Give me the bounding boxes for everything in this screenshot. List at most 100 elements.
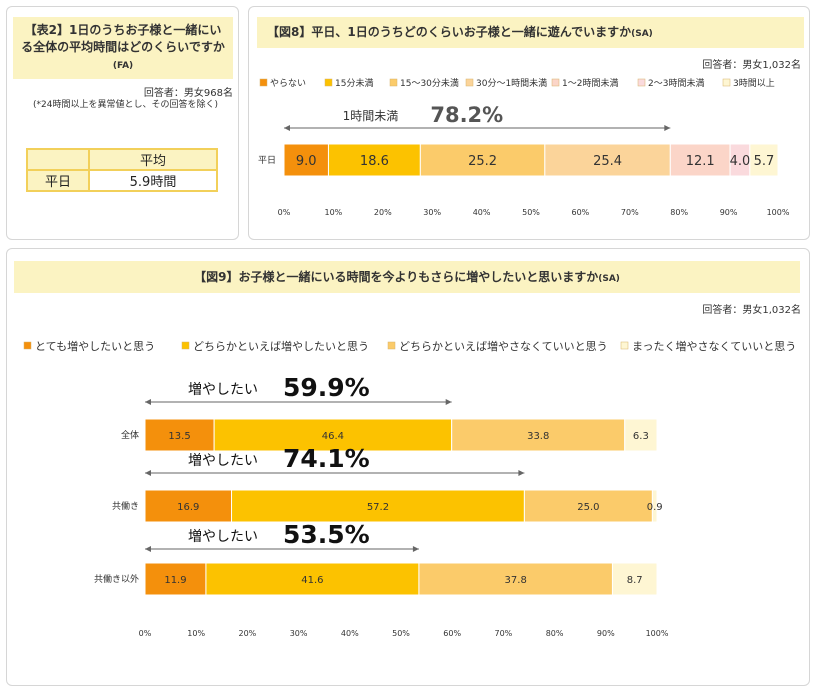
fig9-data-label: 41.6 [301, 575, 323, 586]
fig8-title: 【図8】平日、1日のうちどのくらいお子様と一緒に遊んでいますか(SA) [257, 17, 804, 48]
fig8-title-text: 【図8】平日、1日のうちどのくらいお子様と一緒に遊んでいますか [267, 25, 632, 39]
fig8-bar-segment [419, 143, 546, 177]
fig8-data-label: 5.7 [754, 154, 775, 169]
fig9-data-label: 13.5 [168, 431, 190, 442]
fig9-legend-label: まったく増やさなくていいと思う [632, 340, 796, 353]
fig9-tick-label: 40% [341, 629, 359, 638]
table2-footnote: (*24時間以上を異常値とし、その回答を除く) [33, 100, 218, 110]
fig9-legend-swatch [181, 341, 190, 350]
fig9-legend-label: とても増やしたいと思う [35, 340, 155, 353]
fig9-callout-label: 増やしたい [188, 382, 258, 398]
table2-respondents: 回答者：男女968名 [143, 88, 233, 99]
fig9-tick-label: 0% [139, 629, 152, 638]
fig9-tick-label: 30% [290, 629, 308, 638]
fig9-chart: とても増やしたいと思う どちらかといえば増やしたいと思う どちらかといえば増やさなく… [23, 340, 796, 638]
fig9-tick-label: 60% [443, 629, 461, 638]
fig8-legend-swatch [465, 78, 474, 87]
fig9-data-label: 25.0 [577, 502, 599, 513]
fig8-legend-label: やらない [270, 78, 306, 89]
fig9-bar-segment [624, 418, 658, 452]
fig9-callout-label: 増やしたい [188, 453, 258, 469]
fig9-tick-label: 70% [495, 629, 513, 638]
table2-value: 5.9時間 [88, 169, 218, 192]
fig9-title-text: 【図9】お子様と一緒にいる時間を今よりもさらに増やしたいと思いますか [194, 270, 599, 284]
fig9-panel [6, 248, 810, 686]
fig9-tick-label: 20% [239, 629, 257, 638]
fig8-tick-label: 30% [423, 208, 441, 217]
fig9-data-label: 6.3 [633, 431, 649, 442]
fig8-respondents: 回答者：男女1,032名 [702, 60, 801, 71]
fig9-tick-label: 90% [597, 629, 615, 638]
fig8-tick-label: 90% [720, 208, 738, 217]
fig9-data-label: 8.7 [627, 575, 643, 586]
fig8-callout-arrow-head-left [284, 125, 290, 131]
fig8-tick-label: 10% [325, 208, 343, 217]
fig8-title-suffix: (SA) [631, 29, 653, 39]
fig8-tick-label: 100% [767, 208, 790, 217]
fig9-callout-value: 59.9% [283, 373, 370, 402]
table2-average-table: 平均 平日 5.9時間 [26, 148, 218, 192]
fig8-callout-label: 1時間未満 [343, 109, 399, 123]
fig9-callout-value: 53.5% [283, 520, 370, 549]
fig9-tick-label: 100% [646, 629, 669, 638]
fig8-data-label: 25.2 [468, 154, 497, 169]
fig8-tick-label: 80% [670, 208, 688, 217]
fig8-tick-label: 50% [522, 208, 540, 217]
fig8-data-label: 4.0 [730, 154, 751, 169]
table2-row-label: 平日 [26, 169, 90, 192]
fig8-callout-arrow-head-right [664, 125, 671, 131]
fig8-legend-swatch [637, 78, 646, 87]
fig8-category-label: 平日 [258, 155, 276, 166]
fig8-legend-label: 15～30分未満 [400, 77, 459, 89]
fig9-title: 【図9】お子様と一緒にいる時間を今よりもさらに増やしたいと思いますか(SA) [14, 261, 800, 293]
fig9-category-label: 全体 [121, 429, 139, 441]
fig8-tick-label: 0% [278, 208, 291, 217]
fig8-legend-label: 3時間以上 [733, 78, 775, 89]
fig8-bar-segment [669, 143, 731, 177]
fig8-legend-label: 30分～1時間未満 [476, 77, 547, 89]
fig9-bar-segment [205, 562, 420, 596]
fig9-bar-segment [418, 562, 613, 596]
fig9-data-label: 11.9 [164, 575, 186, 586]
fig9-respondents: 回答者：男女1,032名 [702, 305, 801, 316]
fig9-callout-arrow-head-left [145, 399, 151, 405]
fig9-data-label: 0.9 [647, 502, 663, 513]
fig9-callout-arrow-head-left [145, 546, 151, 552]
fig9-legend-swatch [387, 341, 396, 350]
fig8-bar-segment [544, 143, 671, 177]
fig9-bar-segment [451, 418, 626, 452]
fig9-tick-label: 10% [187, 629, 205, 638]
fig8-callout-value: 78.2% [430, 103, 503, 127]
fig8-data-label: 25.4 [593, 154, 622, 169]
fig9-bar-segment [611, 562, 658, 596]
fig8-data-label: 12.1 [686, 154, 715, 169]
fig9-data-label: 46.4 [322, 431, 344, 442]
fig9-data-label: 57.2 [367, 502, 389, 513]
fig8-legend-label: 2～3時間未満 [648, 77, 704, 89]
fig9-callout-arrow-head-right [518, 470, 525, 476]
table2-empty-corner [26, 148, 90, 171]
fig9-tick-label: 50% [392, 629, 410, 638]
fig8-data-label: 18.6 [360, 154, 389, 169]
fig8-legend-swatch [551, 78, 560, 87]
table2-col-header: 平均 [88, 148, 218, 171]
fig9-tick-label: 80% [546, 629, 564, 638]
fig8-tick-label: 70% [621, 208, 639, 217]
fig9-callout-label: 増やしたい [188, 529, 258, 545]
fig9-bar-segment [144, 489, 233, 523]
fig8-bar-segment [749, 143, 779, 177]
fig9-legend-swatch [23, 341, 32, 350]
fig9-legend-swatch [620, 341, 629, 350]
table2-title-suffix: (FA) [112, 61, 134, 71]
fig9-legend-label: どちらかといえば増やしたいと思う [193, 340, 369, 353]
fig8-data-label: 9.0 [296, 154, 317, 169]
fig9-bar-segment [144, 418, 215, 452]
fig8-chart: やらない 15分未満 15～30分未満 30分～1時間未満 1～2時間未満 2～3時間未満… [258, 77, 790, 217]
table2-title: 【表2】1日のうちお子様と一緒にいる全体の平均時間はどのくらいですか (FA) [13, 17, 233, 79]
fig9-data-label: 16.9 [177, 502, 199, 513]
fig9-bar-segment [231, 489, 525, 523]
fig8-tick-label: 40% [473, 208, 491, 217]
fig9-data-label: 37.8 [505, 575, 527, 586]
fig8-legend-swatch [324, 78, 333, 87]
fig9-callout-arrow-head-right [445, 399, 452, 405]
